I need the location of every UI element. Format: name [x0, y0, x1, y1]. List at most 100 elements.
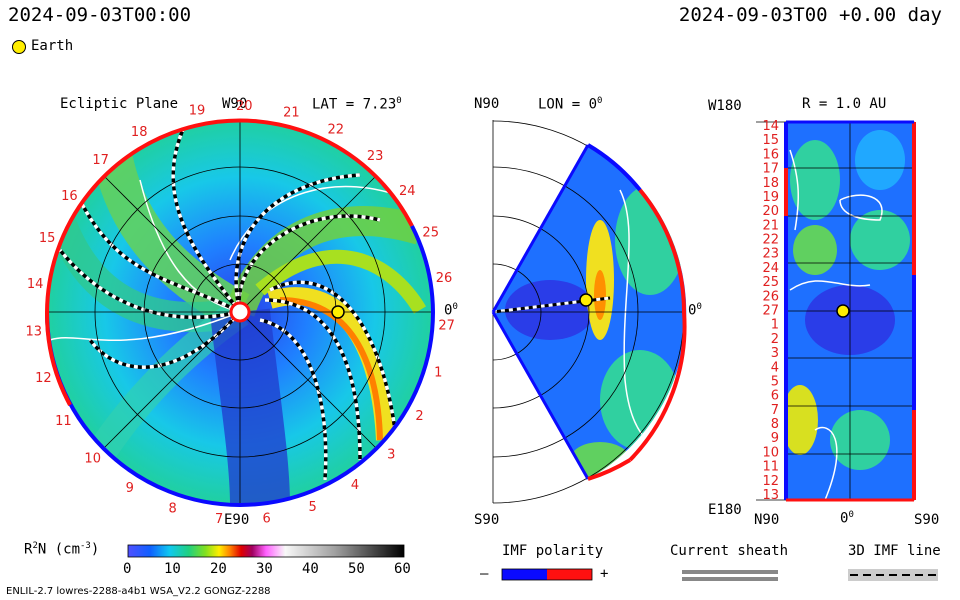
sun-marker-icon — [229, 301, 251, 323]
meridional-lon-label: LON = 00 — [538, 96, 603, 113]
synoptic-y-tick: 23 — [762, 247, 779, 262]
synoptic-x-label-0: 00 — [840, 510, 854, 527]
earth-meridional-icon — [579, 293, 593, 307]
earth-ecliptic-icon — [331, 305, 345, 319]
synoptic-y-tick: 3 — [771, 346, 779, 361]
colorbar-tick: 30 — [256, 561, 273, 577]
synoptic-y-tick: 18 — [762, 176, 779, 191]
ecliptic-plane-plot — [44, 118, 436, 507]
earth-marker-icon — [12, 40, 26, 54]
synoptic-bottom-left: E180 — [708, 502, 742, 518]
synoptic-y-tick: 12 — [762, 474, 779, 489]
carrington-tick: 19 — [189, 104, 206, 119]
ecliptic-title: Ecliptic Plane — [60, 96, 179, 112]
synoptic-y-tick: 20 — [762, 204, 779, 219]
earth-synoptic-icon — [836, 304, 850, 318]
synoptic-y-tick: 16 — [762, 147, 779, 162]
synoptic-y-tick: 2 — [771, 332, 779, 347]
carrington-tick: 11 — [55, 414, 72, 429]
ecliptic-lat-label: LAT = 7.230 — [312, 96, 402, 113]
synoptic-y-tick: 22 — [762, 233, 779, 248]
synoptic-y-tick: 4 — [771, 360, 779, 375]
carrington-tick: 14 — [27, 277, 44, 292]
carrington-tick: 15 — [39, 231, 56, 246]
synoptic-y-tick: 11 — [762, 460, 779, 475]
synoptic-y-tick: 6 — [771, 389, 779, 404]
carrington-tick: 25 — [422, 226, 439, 241]
colorbar-tick: 10 — [164, 561, 181, 577]
current-sheath-label: Current sheath — [670, 543, 789, 559]
carrington-tick: 18 — [131, 125, 148, 140]
imf-line-label: 3D IMF line — [848, 543, 941, 559]
carrington-tick: 13 — [26, 324, 43, 339]
meridional-plane-plot — [491, 120, 687, 504]
colorbar-label: R2N (cm-3) — [24, 541, 100, 558]
polarity-plus-label: + — [600, 566, 609, 582]
carrington-tick: 10 — [84, 451, 101, 466]
colorbar-tick: 0 — [123, 561, 132, 577]
carrington-tick: 20 — [236, 99, 253, 114]
synoptic-y-tick: 17 — [762, 162, 779, 177]
synoptic-x-label-s: S90 — [914, 512, 940, 528]
synoptic-y-tick: 13 — [762, 488, 779, 503]
carrington-tick: 26 — [436, 271, 453, 286]
synoptic-y-tick: 27 — [762, 304, 779, 319]
current-sheath-line-icon — [682, 570, 778, 574]
colorbar-tick: 60 — [394, 561, 411, 577]
colorbar-tick: 20 — [210, 561, 227, 577]
ecliptic-bottom-label: E90 — [224, 512, 250, 528]
synoptic-y-tick: 14 — [762, 119, 779, 134]
carrington-ticks: 19 20 212223242526271234567891011121314151… — [26, 99, 455, 527]
synoptic-y-tick: 19 — [762, 190, 779, 205]
ecliptic-top-label: W90 — [222, 96, 248, 112]
carrington-tick: 5 — [309, 500, 317, 515]
carrington-tick: 12 — [35, 371, 52, 386]
carrington-tick: 1 — [434, 365, 442, 380]
synoptic-y-tick: 5 — [771, 375, 779, 390]
carrington-tick: 24 — [399, 184, 416, 199]
synoptic-y-tick: 15 — [762, 133, 779, 148]
synoptic-y-tick: 8 — [771, 417, 779, 432]
synoptic-r-label: R = 1.0 AU — [802, 96, 887, 112]
colorbar-tick: 40 — [302, 561, 319, 577]
synoptic-y-ticks: 1415161718192021222324252627123456789101… — [762, 119, 779, 503]
carrington-tick: 8 — [168, 502, 176, 517]
synoptic-x-label-n: N90 — [754, 512, 780, 528]
carrington-tick: 21 — [283, 106, 300, 121]
synoptic-y-tick: 7 — [771, 403, 779, 418]
carrington-tick: 3 — [387, 447, 395, 462]
colorbar-tick: 50 — [348, 561, 365, 577]
carrington-tick: 9 — [126, 481, 134, 496]
synoptic-y-tick: 9 — [771, 431, 779, 446]
carrington-tick: 4 — [351, 478, 359, 493]
timestamp-right: 2024-09-03T00 +0.00 day — [678, 4, 942, 26]
meridional-bottom-left: S90 — [474, 512, 500, 528]
meridional-top-left: N90 — [474, 96, 500, 112]
timestamp-left: 2024-09-03T00:00 — [8, 4, 192, 26]
earth-legend-label: Earth — [31, 38, 74, 54]
carrington-tick: 23 — [367, 149, 384, 164]
synoptic-map-plot — [756, 120, 916, 502]
carrington-tick: 16 — [61, 189, 78, 204]
carrington-tick: 7 — [215, 512, 223, 527]
ecliptic-right-label: 00 — [444, 302, 458, 319]
carrington-tick: 6 — [262, 511, 270, 526]
synoptic-y-tick: 25 — [762, 275, 779, 290]
synoptic-y-tick: 10 — [762, 445, 779, 460]
carrington-tick: 22 — [328, 123, 345, 138]
synoptic-y-tick: 21 — [762, 218, 779, 233]
density-colorbar — [127, 544, 405, 558]
polarity-minus-label: – — [480, 566, 489, 582]
synoptic-y-tick: 26 — [762, 289, 779, 304]
imf-polarity-label: IMF polarity — [502, 543, 604, 559]
synoptic-y-tick: 1 — [771, 318, 779, 333]
synoptic-y-tick: 24 — [762, 261, 779, 276]
meridional-right-label: 00 — [688, 302, 702, 319]
polarity-positive-swatch — [547, 569, 592, 580]
run-info: ENLIL-2.7 lowres-2288-a4b1 WSA_V2.2 GONG… — [6, 586, 271, 597]
polarity-negative-swatch — [502, 569, 547, 580]
carrington-tick: 2 — [415, 409, 423, 424]
carrington-tick: 17 — [92, 153, 109, 168]
carrington-tick: 27 — [438, 319, 455, 334]
